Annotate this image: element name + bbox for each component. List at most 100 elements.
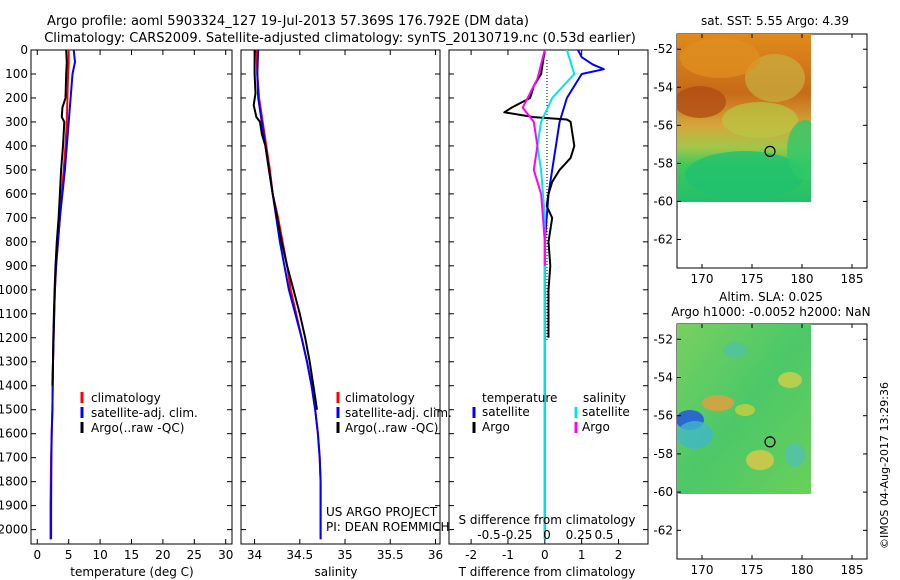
- temperature-panel: 0100200300400500600700800900100011001200…: [0, 43, 233, 579]
- legend-label-temperature-argo: Argo: [482, 420, 510, 434]
- sla-cyan-patch: [723, 342, 747, 358]
- x-tick-label: 34: [247, 548, 262, 562]
- legend-label-climatology: climatology: [91, 391, 161, 405]
- legend-label-temperature-satellite: satellite: [482, 405, 530, 419]
- x-tick-label: 35: [337, 548, 352, 562]
- sla-orange-patch: [702, 395, 734, 411]
- x-tick-label: 0: [541, 548, 549, 562]
- salinity-legend: climatology satellite-adj. clim. Argo(..…: [336, 391, 452, 435]
- depth-tick-label: 600: [5, 187, 28, 201]
- salinity-axes: [240, 49, 441, 545]
- sla-field: [677, 324, 811, 494]
- x-tick-label: 35.5: [377, 548, 404, 562]
- x-tick-label: 2: [615, 548, 623, 562]
- lon-tick-label: 185: [841, 563, 864, 577]
- sla-yellow-patch: [778, 372, 802, 388]
- salinity-depth-ticks: [241, 49, 440, 531]
- x-tick-label: 34.5: [286, 548, 313, 562]
- temperature-tick-labels: 0 5 10 15 20 25 30: [33, 50, 233, 562]
- sla-map-panel: 170 175 180 185 -52 -54 -56 -58 -60 -62: [653, 324, 867, 577]
- x-tick-label: 20: [155, 548, 170, 562]
- depth-tick-label: 1500: [0, 403, 28, 417]
- depth-tick-label: 1200: [0, 331, 28, 345]
- legend-label-salinity-argo: Argo: [582, 420, 610, 434]
- lon-tick-label: 175: [741, 272, 764, 286]
- sst-lon-tick-labels: 170 175 180 185: [691, 34, 864, 286]
- salinity-tick-labels: 34 34.5 35 35.5 36: [247, 50, 443, 562]
- sst-orange-patch: [680, 38, 760, 78]
- sla-lon-tick-labels: 170 175 180 185: [691, 324, 864, 577]
- lon-tick-label: 180: [791, 272, 814, 286]
- legend-header-salinity: salinity: [583, 391, 626, 405]
- series-line-argo-raw-qc: [252, 50, 318, 410]
- x-tick-label: 15: [124, 548, 139, 562]
- sla-map-title-line2: Argo h1000: -0.0052 h2000: NaN: [671, 305, 870, 319]
- depth-tick-label: 1900: [0, 499, 28, 513]
- series-line-argo-raw-qc: [51, 50, 68, 386]
- lon-tick-label: 170: [691, 563, 714, 577]
- depth-tick-label: 0: [20, 43, 28, 57]
- argo-position-marker: [764, 436, 776, 448]
- legend-label-argo: Argo(..raw -QC): [345, 421, 438, 435]
- sst-argo-marker: [764, 145, 776, 157]
- lat-tick-label: -60: [653, 485, 673, 499]
- lon-tick-label: 170: [691, 272, 714, 286]
- lat-tick-label: -52: [653, 42, 673, 56]
- temperature-legend: climatology satellite-adj. clim. Argo(..…: [80, 391, 198, 435]
- depth-tick-label: 1400: [0, 379, 28, 393]
- depth-tick-labels: 0 100 200 300 400 500 600 700 800 900 1000 1100 1200…: [0, 43, 232, 537]
- t-difference-tick-labels: -2 -1 0 1 2: [465, 50, 622, 562]
- x-tick-label: -2: [465, 548, 477, 562]
- depth-tick-label: 1600: [0, 427, 28, 441]
- sst-cool-patch: [685, 151, 805, 199]
- lat-tick-label: -62: [653, 232, 673, 246]
- s-tick-label: 0.5: [594, 528, 613, 542]
- depth-tick-label: 900: [5, 259, 28, 273]
- difference-panel: -2 -1 0 1 2 T difference from climatology S …: [449, 49, 648, 579]
- lat-tick-label: -54: [653, 370, 673, 384]
- legend-label-argo: Argo(..raw -QC): [91, 421, 184, 435]
- x-tick-label: 5: [65, 548, 73, 562]
- depth-tick-label: 2000: [0, 523, 28, 537]
- s-tick-label: -0.5: [477, 528, 500, 542]
- sst-green-patch: [787, 120, 811, 180]
- x-tick-label: 0: [33, 548, 41, 562]
- sla-yellow-patch: [735, 404, 755, 416]
- lon-tick-label: 185: [841, 272, 864, 286]
- lat-tick-label: -60: [653, 194, 673, 208]
- temperature-series: [49, 50, 76, 540]
- depth-tick-label: 1300: [0, 355, 28, 369]
- sla-map-title-line1: Altim. SLA: 0.025: [719, 290, 823, 304]
- depth-tick-label: 1000: [0, 283, 28, 297]
- series-line-salinity-argo: [521, 50, 546, 266]
- series-line-salinity-satellite: [536, 50, 576, 540]
- sst-warm-patch: [677, 86, 726, 118]
- figure-title-line1: Argo profile: aoml 5903324_127 19-Jul-20…: [47, 14, 529, 29]
- depth-tick-label: 1800: [0, 475, 28, 489]
- depth-tick-label: 300: [5, 115, 28, 129]
- series-line-satellite-adj-clim: [256, 50, 322, 540]
- x-tick-label: 36: [428, 548, 443, 562]
- temperature-xlabel: temperature (deg C): [70, 565, 193, 579]
- sst-field: [677, 34, 811, 202]
- lat-tick-label: -56: [653, 409, 673, 423]
- legend-label-satellite: satellite-adj. clim.: [91, 406, 198, 420]
- difference-depth-ticks: [449, 49, 648, 531]
- sla-cyan-patch: [677, 421, 713, 449]
- depth-tick-label: 100: [5, 67, 28, 81]
- depth-tick-label: 500: [5, 163, 28, 177]
- lat-tick-label: -54: [653, 80, 673, 94]
- salinity-panel: 34 34.5 35 35.5 36 salinity climatology sate…: [241, 49, 452, 579]
- depth-tick-label: 1100: [0, 307, 28, 321]
- sla-argo-marker: [764, 436, 776, 448]
- temperature-axes: [30, 49, 233, 545]
- lat-tick-label: -52: [653, 332, 673, 346]
- legend-label-satellite: satellite-adj. clim.: [345, 406, 452, 420]
- lat-tick-label: -62: [653, 523, 673, 537]
- s-tick-label: 0: [543, 528, 551, 542]
- sst-lat-tick-labels: -52 -54 -56 -58 -60 -62: [653, 42, 867, 246]
- legend-header-temperature: temperature: [482, 391, 557, 405]
- salinity-series: [252, 50, 322, 540]
- project-label: US ARGO PROJECT: [326, 505, 438, 519]
